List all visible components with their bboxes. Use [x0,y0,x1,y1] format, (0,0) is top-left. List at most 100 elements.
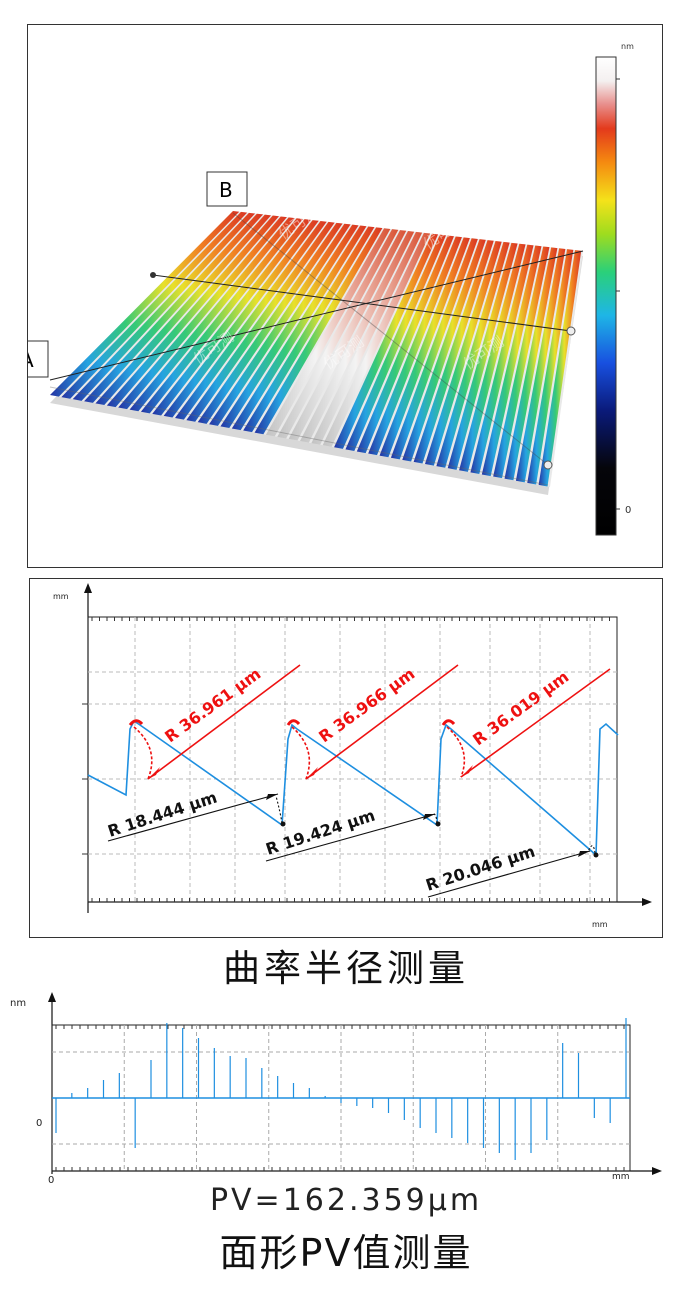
pv-value: PV=162.359μm [209,1183,483,1218]
surface-stripe [152,219,311,416]
valley-point [593,852,599,858]
surface-stripe [231,225,367,431]
surface-stripe [345,234,447,451]
valley-point [435,821,441,827]
surface-line-b [152,274,572,332]
surface-stripe [402,239,486,462]
surface-stripe [470,244,534,474]
radius-arc [291,726,311,780]
pv-title: 面形PV值测量 [219,1231,473,1275]
surface-stripe [379,237,470,458]
valley-point [280,821,286,827]
color-bar [595,56,617,536]
label-a: A [28,348,34,372]
leader-line [265,813,436,862]
surface-stripe [459,243,526,472]
surface-stripe [140,218,303,414]
surface-stripe [163,220,319,418]
leader-line [427,850,591,898]
peak-arc [286,719,301,726]
curvature-title: 曲率半径测量 [223,947,469,990]
peak-arc [441,719,456,726]
y-axis-arrow [84,583,92,593]
y-axis-arrow [48,992,56,1002]
surface-stripe [425,241,502,466]
arrow-head [578,851,590,857]
curvature-chart: mm mm [53,583,652,929]
surface-stripe [311,231,423,445]
surface-stripe [368,236,462,456]
leader-line [147,664,301,780]
surface-marker [150,272,156,278]
surface-stripe [61,211,248,399]
pv-chart: nm mm 0 0 [10,992,662,1184]
surface-stripe [527,249,574,485]
surface-stripe [243,226,375,433]
radius-arc [133,726,153,780]
surface-stripe [300,231,415,443]
arrow-head [306,767,318,779]
surface-stripe [356,235,454,454]
curvature-ticks [82,617,610,902]
surface-stripe [106,215,279,408]
arrow-head [266,794,278,800]
surface-stripe [186,221,335,422]
y-unit: mm [53,592,69,601]
x-unit: mm [612,1172,630,1182]
surface-stripe [447,242,518,470]
x-unit: mm [592,920,608,929]
x-tick-zero: 0 [48,1175,54,1184]
surface-marker [543,460,553,470]
pv-ticks [55,1025,625,1171]
label-b-box [206,171,248,207]
surface-marker [566,326,576,336]
surface-stripe [50,211,240,397]
y-unit: nm [10,998,26,1009]
curvature-panel: mm mm [29,578,663,938]
leader-line [460,668,611,778]
surface-stripe [288,230,407,441]
radius-arc [587,845,596,854]
radius-arc [446,726,466,778]
surface-stripe [95,214,272,405]
surface-stripe [197,222,343,424]
radius-label: R 18.444 μm [105,788,219,841]
surface-stripe [390,238,478,460]
surface-stripe [118,216,287,410]
surface-line-a [49,250,584,381]
surface-stripe [277,229,399,439]
surface-stripe [175,221,327,420]
arrow-head [148,767,160,779]
surface-stripe [515,248,566,483]
plot-frame [87,616,618,903]
surface-stripe [436,241,510,468]
y-tick-zero: 0 [36,1118,42,1129]
colorbar-unit: nm [621,42,634,51]
surface-stripe [84,213,264,403]
surface-stripe [322,232,431,447]
surface-stripe [538,250,582,487]
surface-stripe [265,228,391,437]
arrow-head [461,765,473,777]
label-b: B [219,178,233,202]
surface-stripe [72,212,256,401]
surface-stripes [50,211,582,487]
surface-stripe [220,224,359,428]
colorbar-zero-label: 0 [625,505,631,516]
peak-arc [128,719,144,726]
surface-stripe [334,233,439,449]
radius-arc [432,813,438,824]
surface-stripe [129,217,295,412]
leader-line [305,664,459,780]
surface-stripe [413,240,494,464]
curvature-grid [88,617,617,902]
pv-spikes [55,1018,627,1160]
leader-line [107,793,279,842]
x-axis-arrow [642,898,652,906]
x-axis-arrow [652,1167,662,1175]
surface-line-c [232,212,549,466]
surface-stripe [254,227,383,435]
surface-stripe [504,247,558,481]
surface-line-d [49,386,549,486]
surface-stripe [481,245,542,477]
